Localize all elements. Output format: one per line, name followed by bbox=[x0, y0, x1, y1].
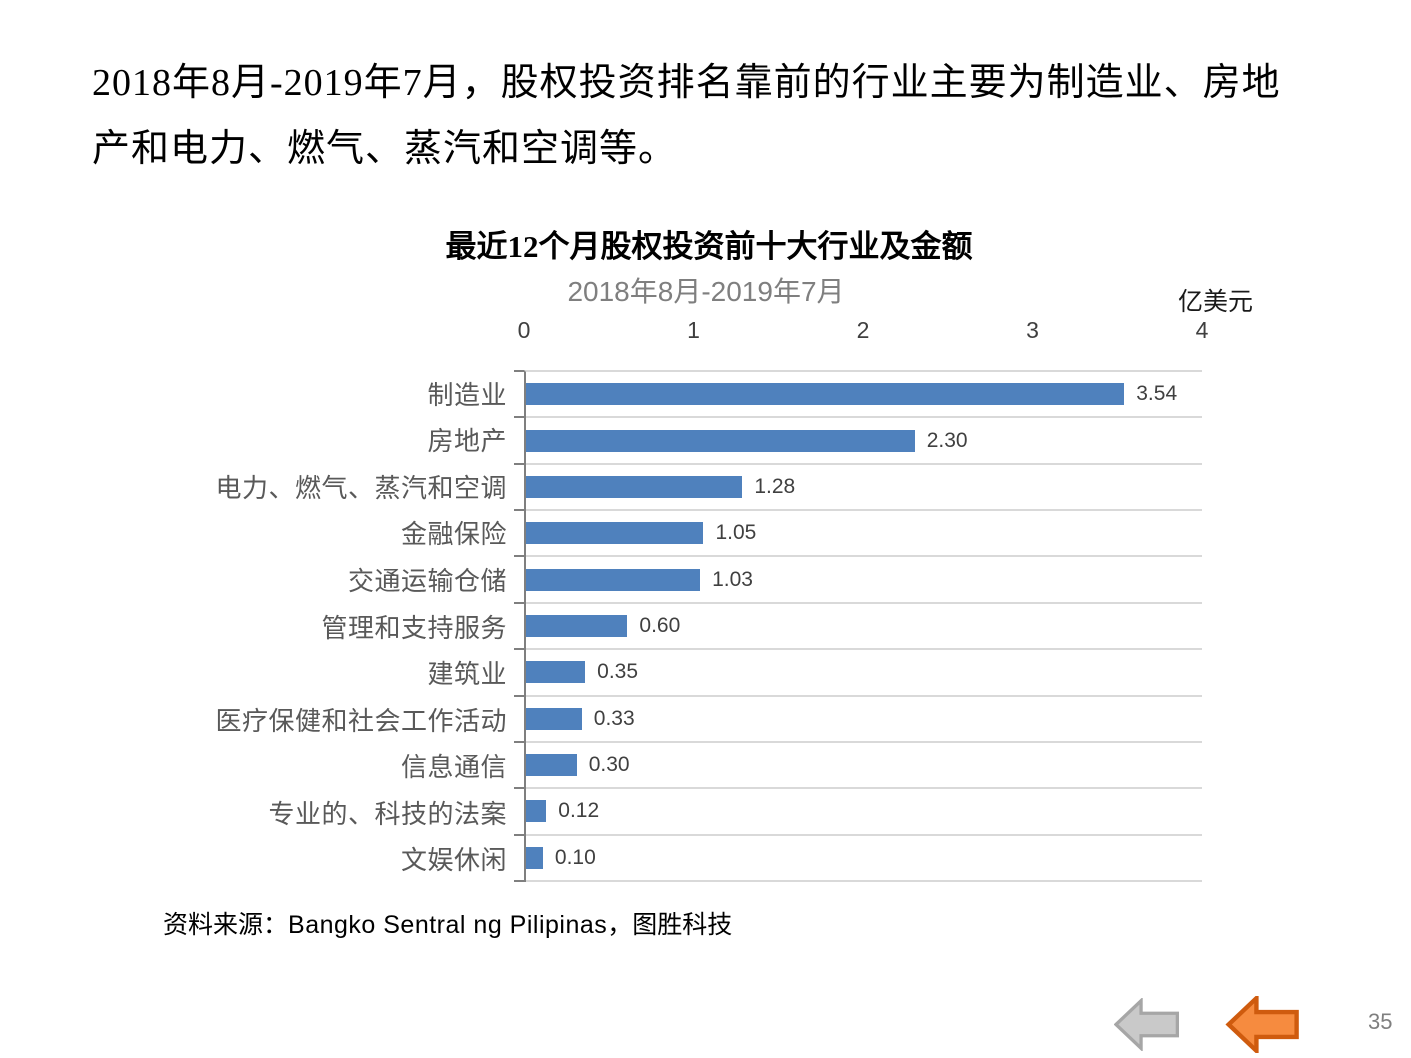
bar-row: 0.35 bbox=[514, 650, 1202, 697]
headline: 2018年8月-2019年7月，股权投资排名靠前的行业主要为制造业、房地 产和电… bbox=[92, 50, 1342, 182]
category-label: 信息通信 bbox=[400, 753, 507, 783]
bar-row: 0.30 bbox=[514, 743, 1202, 790]
bar bbox=[526, 661, 586, 684]
y-axis-tick bbox=[514, 416, 524, 419]
bar bbox=[526, 846, 543, 869]
x-axis-ticks: 0 1 2 3 4 bbox=[518, 317, 1209, 347]
gray-back-arrow-icon[interactable] bbox=[1114, 998, 1180, 1051]
category-label: 金融保险 bbox=[400, 520, 507, 550]
bar bbox=[526, 800, 547, 823]
bar-value-label: 3.54 bbox=[1136, 382, 1178, 406]
x-tick-label: 3 bbox=[1026, 317, 1039, 343]
category-label: 管理和支持服务 bbox=[321, 613, 507, 643]
category-label: 文娱休闲 bbox=[400, 846, 507, 876]
y-axis-tick bbox=[514, 555, 524, 558]
bar-value-label: 2.30 bbox=[926, 428, 968, 452]
bar-value-label: 0.10 bbox=[554, 845, 596, 869]
bar bbox=[526, 614, 628, 637]
category-label: 专业的、科技的法案 bbox=[268, 799, 507, 829]
chart-title: 最近12个月股权投资前十大行业及金额 bbox=[445, 229, 973, 264]
y-axis-tick bbox=[514, 462, 524, 465]
bar-row: 1.28 bbox=[514, 465, 1202, 512]
bar bbox=[526, 522, 704, 545]
y-axis-tick bbox=[514, 648, 524, 651]
chart-subtitle: 2018年8月-2019年7月 bbox=[567, 276, 845, 307]
category-labels: 制造业房地产电力、燃气、蒸汽和空调金融保险交通运输仓储管理和支持服务建筑业医疗保… bbox=[20, 370, 507, 882]
bar bbox=[526, 383, 1125, 406]
y-axis-tick bbox=[514, 833, 524, 836]
bar-value-label: 1.03 bbox=[712, 567, 753, 591]
bar-value-label: 1.28 bbox=[754, 474, 796, 498]
y-axis-tick bbox=[514, 787, 524, 790]
bar bbox=[526, 475, 743, 498]
bar-row: 0.12 bbox=[514, 789, 1202, 836]
bar-row: 2.30 bbox=[514, 418, 1202, 465]
axis-unit-label: 亿美元 bbox=[1178, 289, 1254, 316]
bar-value-label: 0.12 bbox=[558, 799, 600, 823]
bar-row: 1.03 bbox=[514, 557, 1202, 604]
bar-row: 0.33 bbox=[514, 697, 1202, 743]
bar bbox=[526, 429, 915, 452]
y-axis-tick bbox=[514, 601, 524, 604]
y-axis-tick bbox=[514, 370, 524, 372]
bar-value-label: 0.35 bbox=[597, 660, 639, 684]
bar-value-label: 0.30 bbox=[588, 753, 630, 777]
bar bbox=[526, 707, 582, 730]
bar bbox=[526, 568, 701, 591]
bar-row: 1.05 bbox=[514, 511, 1202, 558]
gray-arrow-shape bbox=[1114, 998, 1180, 1051]
source-prefix: 资料来源： bbox=[163, 912, 289, 939]
bar-value-label: 1.05 bbox=[715, 521, 757, 545]
y-axis-tick bbox=[514, 509, 524, 512]
orange-arrow-shape bbox=[1225, 996, 1299, 1053]
category-label: 电力、燃气、蒸汽和空调 bbox=[215, 473, 507, 503]
page-number: 35 bbox=[1368, 1009, 1393, 1034]
category-label: 房地产 bbox=[427, 427, 507, 457]
x-tick-label: 2 bbox=[856, 317, 870, 343]
bar-row: 0.60 bbox=[514, 604, 1202, 651]
bar-value-label: 0.33 bbox=[593, 706, 635, 730]
bar-row: 3.54 bbox=[514, 370, 1202, 419]
category-label: 医疗保健和社会工作活动 bbox=[215, 706, 507, 736]
category-label: 交通运输仓储 bbox=[347, 566, 507, 596]
x-tick-label: 0 bbox=[517, 317, 531, 343]
bar-value-label: 0.60 bbox=[639, 613, 681, 637]
bar bbox=[526, 754, 577, 777]
source-note: 资料来源：Bangko Sentral ng Pilipinas，图胜科技 bbox=[163, 905, 732, 941]
y-axis-tick bbox=[514, 879, 524, 882]
source-latin: Bangko Sentral ng Pilipinas bbox=[288, 911, 608, 939]
source-suffix: ，图胜科技 bbox=[607, 912, 733, 939]
bar-row: 0.10 bbox=[514, 836, 1202, 882]
category-label: 制造业 bbox=[427, 380, 507, 410]
headline-line-2: 产和电力、燃气、蒸汽和空调等。 bbox=[92, 128, 678, 170]
x-tick-label: 4 bbox=[1195, 317, 1209, 343]
y-axis-tick bbox=[514, 740, 524, 743]
x-tick-label: 1 bbox=[687, 317, 700, 343]
y-axis-tick bbox=[514, 694, 524, 697]
orange-back-arrow-icon[interactable] bbox=[1223, 996, 1303, 1053]
headline-line-1: 2018年8月-2019年7月，股权投资排名靠前的行业主要为制造业、房地 bbox=[92, 62, 1281, 104]
plot-area: 3.54 2.30 1.28 1.05 1.03 0.60 0.35 0.33 0.30 0.12… bbox=[514, 370, 1202, 882]
category-label: 建筑业 bbox=[427, 660, 507, 690]
